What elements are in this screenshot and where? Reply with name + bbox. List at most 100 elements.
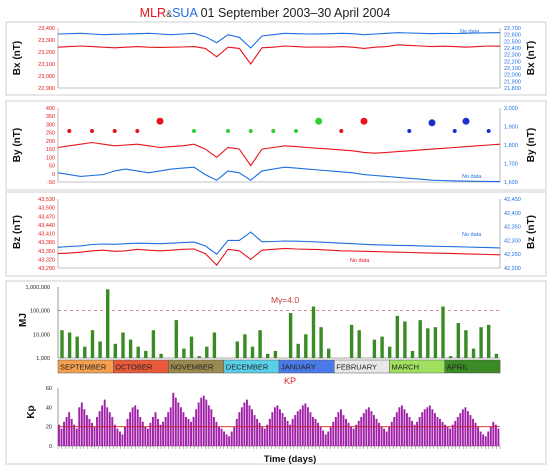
kp-bar xyxy=(70,418,73,446)
mj-bar xyxy=(471,348,476,358)
bx-left-tick-label: 22,900 xyxy=(38,86,55,92)
title-dates: 01 September 2003–30 April 2004 xyxy=(197,6,390,20)
kp-bar xyxy=(352,428,355,446)
kp-bar xyxy=(423,409,426,446)
kp-bar xyxy=(431,409,434,446)
mj-bar xyxy=(426,328,430,358)
kp-bar xyxy=(108,412,111,446)
kp-bar xyxy=(454,420,457,446)
mj-bar xyxy=(395,315,399,358)
kp-bar xyxy=(406,413,408,446)
by-left-tick-label: 150 xyxy=(46,147,55,153)
kp-bar xyxy=(93,426,96,446)
bx-ylabel-right: Bx (nT) xyxy=(526,41,537,75)
kp-bar xyxy=(301,405,304,446)
bx-left-tick-label: 23,300 xyxy=(38,38,55,44)
kp-bar xyxy=(461,409,464,446)
bx-left-tick-label: 23,000 xyxy=(38,74,55,80)
kp-bar xyxy=(362,413,365,446)
by-event-marker xyxy=(315,117,323,125)
mj-tick-label: 10,000 xyxy=(33,332,50,338)
kp-bar xyxy=(268,418,271,446)
kp-bar xyxy=(466,411,469,446)
kp-bar xyxy=(245,399,248,446)
kp-bar xyxy=(372,415,375,446)
by-event-marker xyxy=(135,129,140,133)
kp-bar xyxy=(164,417,167,446)
kp-bar xyxy=(256,418,259,446)
mj-bar xyxy=(372,339,377,358)
by-event-marker xyxy=(339,129,344,133)
kp-bar xyxy=(144,426,147,446)
by-event-marker xyxy=(407,129,412,133)
bz-left-tick-label: 43,500 xyxy=(38,206,55,212)
kp-bar xyxy=(146,428,149,446)
month-label: OCTOBER xyxy=(115,363,153,372)
kp-bar xyxy=(126,418,129,446)
kp-bar xyxy=(309,412,312,446)
mj-bar xyxy=(67,332,72,358)
kp-bar xyxy=(75,428,78,446)
panel-by-frame xyxy=(5,100,547,191)
kp-bar xyxy=(444,424,447,446)
mj-bar xyxy=(250,346,255,358)
by-left-tick-label: 400 xyxy=(46,106,55,112)
bx-right-tick-label: 22,400 xyxy=(504,46,521,52)
kp-bar xyxy=(60,428,63,446)
kp-bar xyxy=(395,412,398,446)
kp-bar xyxy=(375,418,378,446)
kp-bar xyxy=(271,412,274,446)
kp-bar xyxy=(101,405,104,446)
kp-bar xyxy=(334,417,337,446)
chart-title: MLR&SUA 01 September 2003–30 April 2004 xyxy=(140,6,391,20)
kp-bar xyxy=(421,412,424,446)
by-left-tick-label: 250 xyxy=(46,131,55,137)
by-right-tick-label: 1,900 xyxy=(504,125,518,131)
kp-bar xyxy=(319,426,322,446)
kp-bar xyxy=(111,417,114,446)
mj-bar xyxy=(113,343,117,358)
kp-bar xyxy=(347,422,350,446)
mj-ylabel: MJ xyxy=(18,313,29,327)
bz-mlr-no-data-note: No data xyxy=(350,258,370,264)
kp-bar xyxy=(63,421,65,446)
by-event-marker xyxy=(226,129,230,133)
kp-bar xyxy=(299,409,302,446)
kp-bar xyxy=(289,424,292,446)
kp-bar xyxy=(281,413,284,446)
kp-bar xyxy=(243,402,246,446)
kp-bar xyxy=(83,409,86,446)
kp-bar xyxy=(73,424,76,446)
bx-right-tick-label: 22,700 xyxy=(504,26,521,32)
kp-bar xyxy=(449,428,452,446)
kp-bar xyxy=(212,417,215,446)
kp-bar xyxy=(223,431,226,446)
bz-right-tick-label: 42,350 xyxy=(504,225,521,231)
kp-bar xyxy=(149,422,152,446)
by-right-tick-label: 1,700 xyxy=(504,162,518,168)
kp-bar xyxy=(187,418,190,446)
bz-right-tick-label: 42,400 xyxy=(504,211,521,217)
mj-bar xyxy=(159,353,163,358)
mj-bar xyxy=(197,356,201,358)
kp-bar xyxy=(329,426,332,446)
panel-bz-frame xyxy=(5,191,547,277)
kp-bar xyxy=(345,418,347,446)
mj-bar xyxy=(205,346,209,358)
kp-bar xyxy=(286,420,289,446)
kp-bar xyxy=(433,413,436,446)
mj-bar xyxy=(357,330,361,358)
by-left-tick-label: 50 xyxy=(49,164,55,170)
kp-ylabel: Kp xyxy=(26,405,37,418)
by-event-marker xyxy=(248,129,253,133)
kp-bar xyxy=(411,420,413,446)
kp-bar xyxy=(207,405,210,446)
mj-bar xyxy=(433,327,438,358)
kp-bar xyxy=(350,426,353,446)
by-mlr-line xyxy=(57,141,501,167)
by-event-marker xyxy=(360,117,368,125)
kp-bar xyxy=(294,415,297,446)
bz-ylabel-left: Bz (nT) xyxy=(12,215,23,249)
bz-left-tick-label: 43,380 xyxy=(38,240,55,246)
